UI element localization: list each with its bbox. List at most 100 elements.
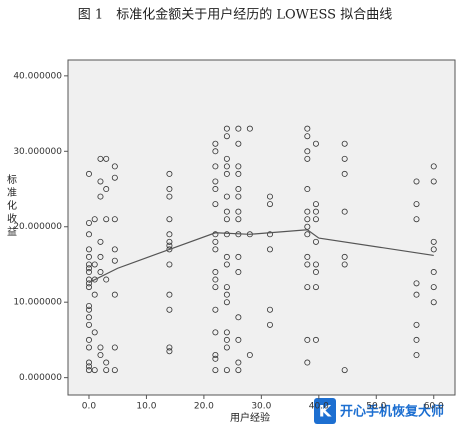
scatter-point	[223, 125, 230, 132]
x-tick-label: 30.0	[251, 402, 271, 412]
x-tick-label: 20.0	[194, 402, 214, 412]
scatter-point	[235, 253, 242, 260]
scatter-point	[223, 231, 230, 238]
scatter-point	[111, 163, 118, 170]
scatter-point	[235, 125, 242, 132]
scatter-point	[166, 170, 173, 177]
scatter-point	[166, 231, 173, 238]
scatter-point	[91, 276, 98, 283]
scatter-point	[312, 261, 319, 268]
scatter-point	[97, 352, 104, 359]
scatter-point	[223, 155, 230, 162]
scatter-point	[235, 193, 242, 200]
scatter-point	[235, 359, 242, 366]
scatter-point	[304, 148, 311, 155]
y-tick-label: 0.000000	[19, 373, 62, 383]
scatter-point	[413, 216, 420, 223]
scatter-point	[91, 291, 98, 298]
plot-area	[67, 59, 456, 396]
scatter-point	[430, 238, 437, 245]
scatter-point	[430, 269, 437, 276]
scatter-point	[85, 306, 92, 313]
scatter-point	[166, 246, 173, 253]
scatter-point	[312, 284, 319, 291]
scatter-point	[304, 208, 311, 215]
scatter-point	[212, 284, 219, 291]
scatter-point	[103, 276, 110, 283]
scatter-point	[304, 133, 311, 140]
x-axis-label: 用户经验	[230, 411, 270, 424]
scatter-point	[341, 261, 348, 268]
scatter-point	[223, 291, 230, 298]
scatter-point	[223, 133, 230, 140]
scatter-point	[91, 367, 98, 374]
x-tick-label: 40.0	[309, 402, 329, 412]
scatter-point	[312, 140, 319, 147]
scatter-point	[413, 352, 420, 359]
scatter-point	[235, 216, 242, 223]
scatter-point	[212, 269, 219, 276]
scatter-point	[341, 170, 348, 177]
scatter-point	[111, 291, 118, 298]
scatter-point	[304, 284, 311, 291]
scatter-point	[413, 291, 420, 298]
watermark: 开心手机恢复大师	[340, 404, 444, 420]
scatter-point	[103, 359, 110, 366]
y-axis-label: 标准化收益	[7, 174, 17, 238]
scatter-point	[85, 219, 92, 226]
scatter-point	[212, 178, 219, 185]
scatter-point	[103, 216, 110, 223]
scatter-point	[304, 155, 311, 162]
scatter-point	[304, 261, 311, 268]
scatter-point	[413, 321, 420, 328]
lowess-line	[88, 229, 434, 284]
scatter-point	[212, 201, 219, 208]
scatter-point	[304, 231, 311, 238]
scatter-point	[266, 231, 273, 238]
scatter-point	[103, 367, 110, 374]
scatter-point	[91, 329, 98, 336]
scatter-point	[304, 336, 311, 343]
scatter-point	[223, 216, 230, 223]
scatter-point	[430, 246, 437, 253]
scatter-point	[223, 336, 230, 343]
scatter-point	[304, 125, 311, 132]
scatter-point	[85, 363, 92, 370]
scatter-point	[212, 367, 219, 374]
scatter-point	[111, 344, 118, 351]
scatter-point	[166, 238, 173, 245]
scatter-point	[304, 216, 311, 223]
scatter-point	[85, 359, 92, 366]
scatter-point	[223, 170, 230, 177]
scatter-point	[85, 253, 92, 260]
svg-text:K: K	[319, 402, 332, 421]
scatter-point	[223, 299, 230, 306]
scatter-point	[85, 302, 92, 309]
scatter-point	[341, 208, 348, 215]
scatter-point	[430, 178, 437, 185]
scatter-point	[212, 186, 219, 193]
scatter-point	[266, 306, 273, 313]
scatter-point	[111, 367, 118, 374]
scatter-point	[341, 367, 348, 374]
scatter-point	[235, 336, 242, 343]
scatter-point	[91, 216, 98, 223]
scatter-point	[111, 216, 118, 223]
scatter-point	[166, 186, 173, 193]
scatter-point	[341, 155, 348, 162]
y-tick-label: 40.000000	[13, 71, 62, 81]
scatter-point	[85, 231, 92, 238]
scatter-point	[85, 280, 92, 287]
scatter-point	[341, 140, 348, 147]
y-tick-label: 30.000000	[13, 147, 62, 157]
scatter-point	[304, 253, 311, 260]
scatter-point	[85, 269, 92, 276]
scatter-point	[312, 238, 319, 245]
scatter-point	[212, 355, 219, 362]
scatter-point	[212, 163, 219, 170]
scatter-point	[266, 246, 273, 253]
scatter-point	[212, 329, 219, 336]
scatter-point	[266, 201, 273, 208]
scatter-point	[85, 170, 92, 177]
